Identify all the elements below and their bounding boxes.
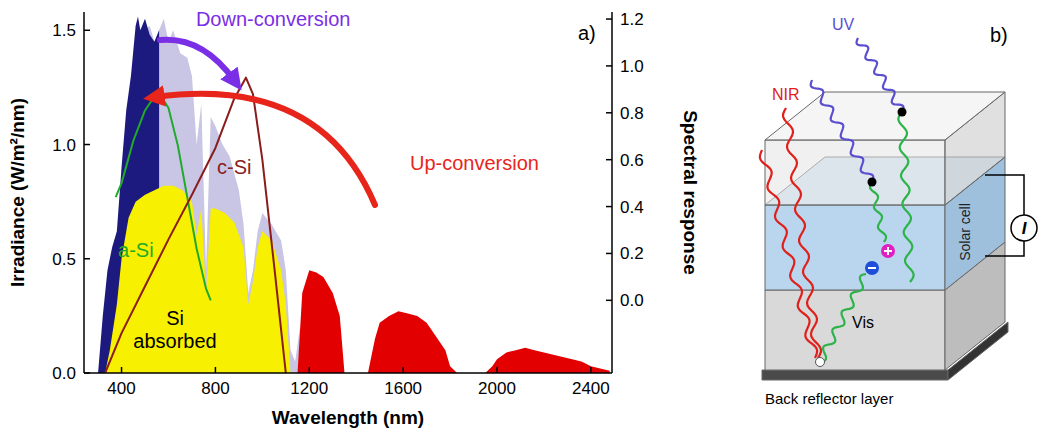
x-tick-label: 2000 — [478, 379, 516, 398]
plot-data — [98, 17, 610, 373]
x-tick-label: 800 — [201, 379, 229, 398]
y-tick-label: 1.5 — [52, 21, 76, 40]
y2-tick — [606, 159, 612, 161]
vis-label: Vis — [852, 314, 874, 331]
y-tick — [84, 30, 90, 32]
x-tick — [215, 367, 217, 373]
x-tick — [121, 367, 123, 373]
nir-ray — [783, 108, 821, 358]
cell-front — [765, 205, 945, 290]
wire — [985, 175, 1024, 215]
irradiance-area — [105, 186, 290, 373]
y2-tick — [606, 206, 612, 208]
absorption-dot — [868, 178, 877, 187]
y2-tick-label: 1.0 — [620, 57, 644, 76]
y2-tick-label: 0.0 — [620, 291, 644, 310]
wire — [985, 241, 1024, 256]
reflector-label: Back reflector layer — [765, 390, 893, 407]
y2-tick — [606, 65, 612, 67]
x-tick — [402, 367, 404, 373]
down-conversion-arrow — [160, 40, 234, 80]
annotation: Siabsorbed — [133, 307, 216, 352]
y-tick — [84, 258, 90, 260]
x-tick — [496, 367, 498, 373]
annotation: c-Si — [217, 156, 251, 178]
panel-label: b) — [990, 24, 1008, 46]
y2-tick — [606, 112, 612, 114]
hole — [881, 244, 895, 258]
annotation: Up-conversion — [410, 152, 539, 174]
x-tick-label: 1600 — [384, 379, 422, 398]
nir-label: NIR — [772, 86, 800, 103]
x-tick — [590, 367, 592, 373]
ammeter — [1011, 215, 1037, 241]
diagram: I UV NIR Vis Solar cell Back reflector layer b… — [760, 16, 1037, 407]
annotation: a-Si — [118, 239, 154, 261]
y2-tick-label: 0.4 — [620, 198, 644, 217]
annotation-line: Si — [166, 307, 184, 329]
y-axis-title: Irradiance (W/m²/nm) — [7, 98, 28, 287]
uv-ray — [811, 80, 874, 182]
irradiance-area — [298, 270, 610, 373]
uv-ray — [857, 38, 904, 112]
y2-tick — [606, 253, 612, 255]
vis-ray — [870, 182, 886, 242]
hole-sign — [887, 247, 889, 255]
up-conversion-arrow — [156, 94, 375, 205]
y-tick-label: 0.0 — [52, 364, 76, 383]
x-tick-label: 2400 — [572, 379, 610, 398]
nir-ray — [760, 150, 817, 358]
vis-ray — [898, 112, 913, 282]
y-tick-label: 1.0 — [52, 136, 76, 155]
y2-tick-label: 0.2 — [620, 244, 644, 263]
current-label: I — [1022, 219, 1028, 238]
y2-tick-label: 0.6 — [620, 151, 644, 170]
electron — [865, 261, 879, 275]
cell-label: Solar cell — [957, 203, 973, 261]
x-tick-label: 400 — [107, 379, 135, 398]
spectral-response-line — [116, 96, 211, 300]
x-axis-line — [84, 372, 612, 374]
electron-sign — [868, 267, 876, 269]
y2-tick — [606, 18, 612, 20]
spectral-response-line — [105, 78, 286, 373]
uv-label: UV — [832, 16, 855, 33]
y2-axis-title: Spectral response — [680, 110, 701, 275]
y-axis-line — [83, 12, 85, 373]
y-tick — [84, 144, 90, 146]
absorption-dot — [898, 108, 907, 117]
y2-tick-label: 0.8 — [620, 104, 644, 123]
y2-tick — [606, 300, 612, 302]
axes: 400 800 1200 1600 2000 2400 0.0 0.5 1.0 1.5 0.0 0.2… — [7, 10, 701, 428]
top-layer-top — [765, 92, 1005, 140]
annotation-line: absorbed — [133, 330, 216, 352]
bottom-layer-front — [765, 290, 945, 370]
x-axis-title: Wavelength (nm) — [272, 407, 424, 428]
upconversion-dot — [816, 358, 825, 367]
y-tick — [84, 372, 90, 374]
y-tick-label: 0.5 — [52, 250, 76, 269]
figure: 400 800 1200 1600 2000 2400 0.0 0.5 1.0 1.5 0.0 0.2… — [0, 0, 1044, 433]
y2-tick-label: 1.2 — [620, 10, 644, 29]
reflector-plate-front — [762, 370, 948, 380]
annotation: Down-conversion — [196, 8, 351, 30]
annotations: Down-conversion c-Si Up-conversion a-Si Siab… — [118, 8, 539, 352]
panel-label: a) — [578, 22, 596, 44]
x-tick — [309, 367, 311, 373]
x-tick-label: 1200 — [290, 379, 328, 398]
